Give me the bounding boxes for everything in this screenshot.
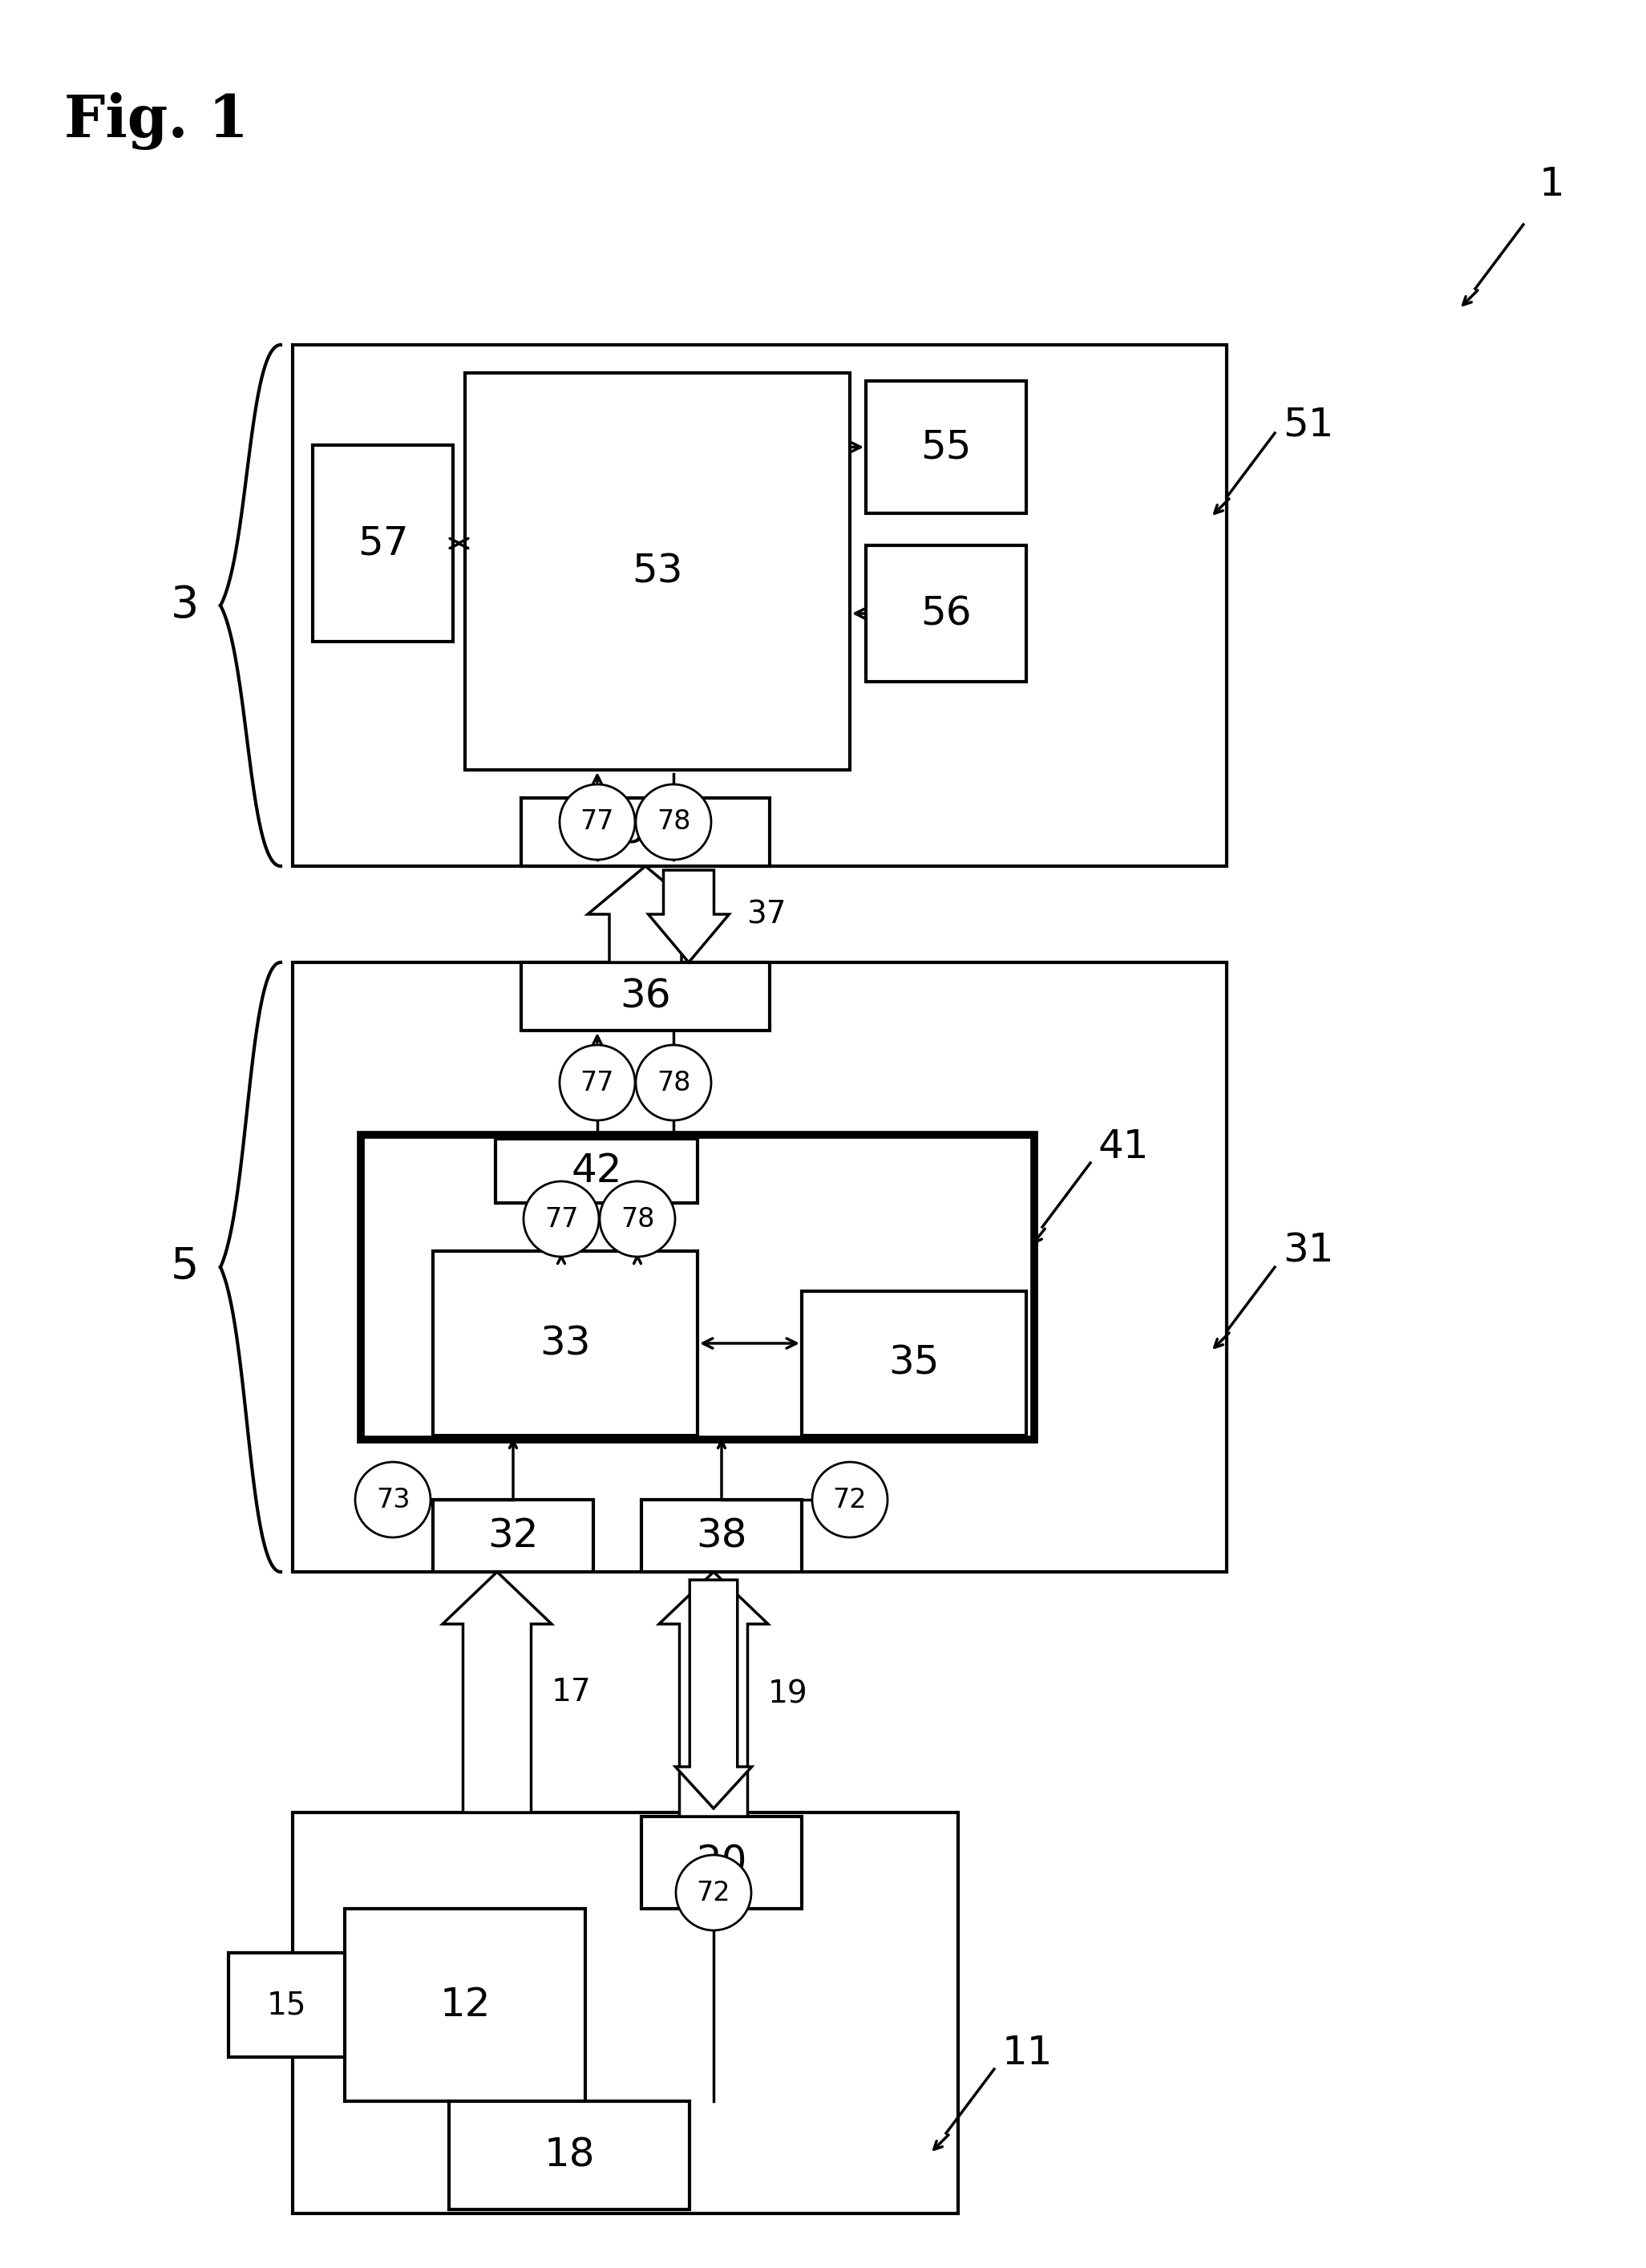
Bar xyxy=(293,1812,958,2214)
Text: 78: 78 xyxy=(657,1070,690,1095)
Bar xyxy=(866,381,1025,513)
Text: 72: 72 xyxy=(696,1880,731,1905)
Bar xyxy=(360,1134,1034,1440)
Bar xyxy=(642,1817,802,1910)
Text: 51: 51 xyxy=(1282,406,1333,445)
Polygon shape xyxy=(675,1581,752,1808)
Polygon shape xyxy=(658,1572,769,1817)
Circle shape xyxy=(356,1463,431,1538)
Text: 55: 55 xyxy=(920,429,971,467)
Circle shape xyxy=(811,1463,887,1538)
Polygon shape xyxy=(649,871,729,962)
Bar xyxy=(466,372,849,769)
Text: 11: 11 xyxy=(1002,2034,1053,2073)
Text: Fig. 1: Fig. 1 xyxy=(64,93,249,150)
Text: 77: 77 xyxy=(581,1070,614,1095)
Text: 56: 56 xyxy=(920,594,971,633)
Bar xyxy=(229,1953,344,2057)
Circle shape xyxy=(599,1182,675,1256)
Bar xyxy=(866,544,1025,683)
Bar xyxy=(433,1499,593,1572)
Circle shape xyxy=(523,1182,599,1256)
Bar xyxy=(449,2100,690,2209)
Circle shape xyxy=(635,1046,711,1120)
Text: 77: 77 xyxy=(581,810,614,835)
Circle shape xyxy=(635,785,711,860)
Bar xyxy=(495,1139,698,1202)
Text: 17: 17 xyxy=(551,1676,591,1708)
Bar xyxy=(522,962,770,1030)
Bar xyxy=(313,445,453,642)
Bar xyxy=(522,798,770,866)
Text: 78: 78 xyxy=(621,1207,655,1232)
Text: 78: 78 xyxy=(657,810,690,835)
Circle shape xyxy=(560,785,635,860)
Text: 35: 35 xyxy=(889,1345,940,1383)
Bar xyxy=(642,1499,802,1572)
Text: 15: 15 xyxy=(267,1989,306,2021)
Text: 20: 20 xyxy=(696,1844,747,1882)
Text: 77: 77 xyxy=(545,1207,578,1232)
Polygon shape xyxy=(588,866,703,962)
Text: 32: 32 xyxy=(487,1517,538,1556)
Text: 3: 3 xyxy=(170,583,199,628)
Text: 72: 72 xyxy=(833,1486,867,1513)
Text: 12: 12 xyxy=(439,1987,491,2025)
Bar xyxy=(433,1252,698,1436)
Text: 36: 36 xyxy=(621,978,672,1016)
Text: 31: 31 xyxy=(1282,1232,1333,1270)
Text: 57: 57 xyxy=(357,524,408,562)
Text: 1: 1 xyxy=(1539,166,1565,204)
Text: 73: 73 xyxy=(375,1486,410,1513)
Text: 19: 19 xyxy=(769,1678,808,1710)
Circle shape xyxy=(560,1046,635,1120)
Bar xyxy=(344,1910,586,2100)
Text: 38: 38 xyxy=(696,1517,747,1556)
Text: 52: 52 xyxy=(621,812,672,850)
Text: 18: 18 xyxy=(543,2136,594,2175)
Circle shape xyxy=(677,1855,751,1930)
Bar xyxy=(293,962,1226,1572)
Text: 33: 33 xyxy=(540,1325,591,1363)
Text: 37: 37 xyxy=(746,898,787,930)
Text: 53: 53 xyxy=(632,551,683,590)
Text: 41: 41 xyxy=(1098,1127,1149,1166)
Bar xyxy=(293,345,1226,866)
Text: 5: 5 xyxy=(170,1245,199,1288)
Polygon shape xyxy=(443,1572,551,1812)
Text: 42: 42 xyxy=(571,1152,622,1191)
Bar xyxy=(802,1290,1025,1436)
